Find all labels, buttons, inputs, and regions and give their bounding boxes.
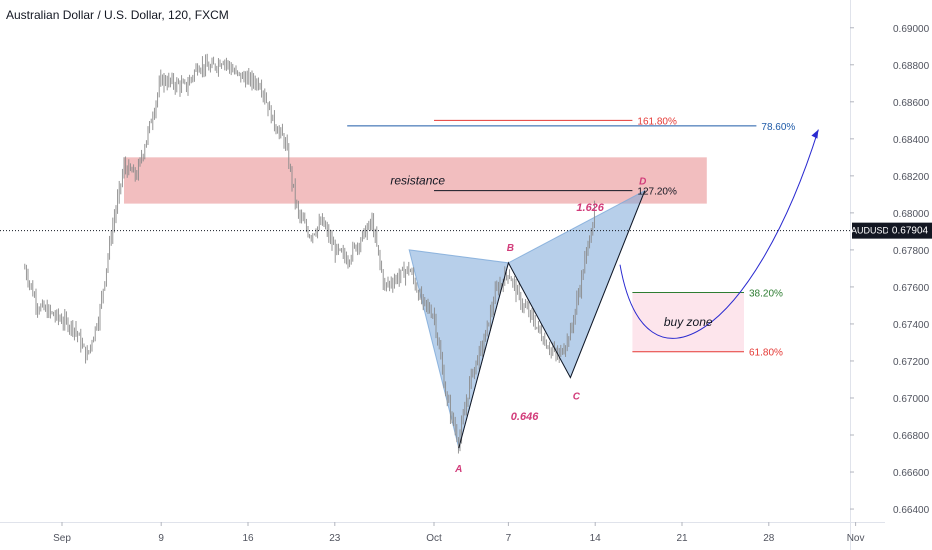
buy-zone: [632, 292, 744, 352]
y-tick-label: 0.69000: [893, 24, 930, 35]
x-tick-label: Oct: [426, 533, 442, 544]
pattern-point-label: C: [573, 392, 581, 403]
fib-level-label: 61.80%: [749, 348, 783, 359]
pattern-point-label: B: [507, 243, 514, 254]
fib-level-label: 161.80%: [637, 116, 677, 127]
x-tick-label: 9: [158, 533, 164, 544]
x-tick-label: 7: [506, 533, 512, 544]
y-tick-label: 0.67000: [893, 394, 930, 405]
x-tick-label: 21: [676, 533, 688, 544]
x-tick-label: 28: [763, 533, 775, 544]
ratio-label-ab: 0.646: [511, 411, 539, 423]
fib-level-label: 38.20%: [749, 288, 783, 299]
y-tick-label: 0.67400: [893, 320, 930, 331]
y-tick-label: 0.68200: [893, 172, 930, 183]
x-tick-label: 14: [590, 533, 602, 544]
pattern-legs: [458, 190, 646, 449]
y-tick-label: 0.66800: [893, 431, 930, 442]
projection-arrowhead: [811, 129, 819, 139]
buy-zone-label: buy zone: [664, 315, 713, 329]
last-price-label: 0.67904: [892, 226, 929, 237]
y-tick-label: 0.68400: [893, 135, 930, 146]
projection-curve: [619, 129, 819, 339]
y-tick-label: 0.68600: [893, 98, 930, 109]
y-tick-label: 0.66400: [893, 505, 930, 516]
y-tick-label: 0.67600: [893, 283, 930, 294]
y-tick-label: 0.68800: [893, 61, 930, 72]
resistance-label: resistance: [390, 173, 445, 187]
symbol-tag: [852, 222, 888, 239]
ratio-label-cd: 1.626: [576, 202, 604, 214]
fib-level-label: 127.20%: [637, 187, 677, 198]
symbol-label: AUDUSD: [851, 226, 890, 236]
resistance-zone: [124, 157, 707, 204]
pattern-point-label: A: [454, 464, 462, 475]
x-tick-label: Nov: [847, 533, 865, 544]
y-tick-label: 0.68000: [893, 209, 930, 220]
fib-level-label: 78.60%: [761, 122, 795, 133]
x-tick-label: 16: [242, 533, 254, 544]
last-price-tag: [888, 222, 932, 239]
x-tick-label: Sep: [53, 533, 71, 544]
x-tick-label: 23: [329, 533, 341, 544]
y-tick-label: 0.66600: [893, 468, 930, 479]
y-tick-label: 0.67200: [893, 357, 930, 368]
chart-title: Australian Dollar / U.S. Dollar, 120, FX…: [6, 8, 229, 22]
y-tick-label: 0.67800: [893, 246, 930, 257]
pattern-point-label: D: [639, 177, 646, 188]
pattern-triangle-xab: [408, 249, 510, 450]
